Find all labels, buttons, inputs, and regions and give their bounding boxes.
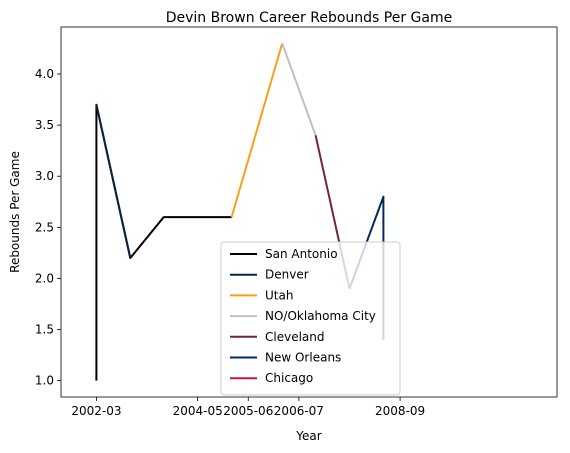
series-line-no-oklahoma-city <box>281 43 317 136</box>
y-tick-label: 3.0 <box>35 169 54 183</box>
x-tick-label: 2008-09 <box>375 404 425 418</box>
series-line-denver <box>95 104 132 259</box>
y-axis-title: Rebounds Per Game <box>8 151 22 273</box>
x-tick-label: 2005-06 <box>223 404 273 418</box>
y-tick-label: 1.5 <box>35 323 54 337</box>
y-tick-label: 2.5 <box>35 220 54 234</box>
chart-title: Devin Brown Career Rebounds Per Game <box>166 10 453 26</box>
legend-label-san-antonio: San Antonio <box>265 247 338 261</box>
x-tick-label: 2002-03 <box>71 404 121 418</box>
x-tick-label: 2004-05 <box>173 404 223 418</box>
legend-label-utah: Utah <box>265 288 293 302</box>
y-tick-label: 4.0 <box>35 67 54 81</box>
legend-box <box>220 241 401 396</box>
legend-label-new-orleans: New Orleans <box>265 351 341 365</box>
y-tick-label: 2.0 <box>35 271 54 285</box>
legend-label-cleveland: Cleveland <box>265 330 325 344</box>
legend-label-no-oklahoma-city: NO/Oklahoma City <box>265 309 376 323</box>
legend-label-denver: Denver <box>265 268 309 282</box>
legend-label-chicago: Chicago <box>265 371 313 385</box>
x-tick-label: 2006-07 <box>274 404 324 418</box>
series-line-utah <box>230 43 284 218</box>
legend: San Antonio Denver Utah NO/Oklahoma City Cle… <box>220 241 401 396</box>
x-axis-title: Year <box>295 429 321 443</box>
y-axis: 1.0 1.5 2.0 2.5 3.0 3.5 4.0 <box>35 67 61 388</box>
plot-frame <box>60 26 558 398</box>
y-tick-label: 3.5 <box>35 118 54 132</box>
x-axis: 2002-03 2004-05 2005-06 2006-07 2008-09 <box>71 397 425 418</box>
y-tick-label: 1.0 <box>35 374 54 388</box>
series-line-san-antonio <box>95 103 232 381</box>
